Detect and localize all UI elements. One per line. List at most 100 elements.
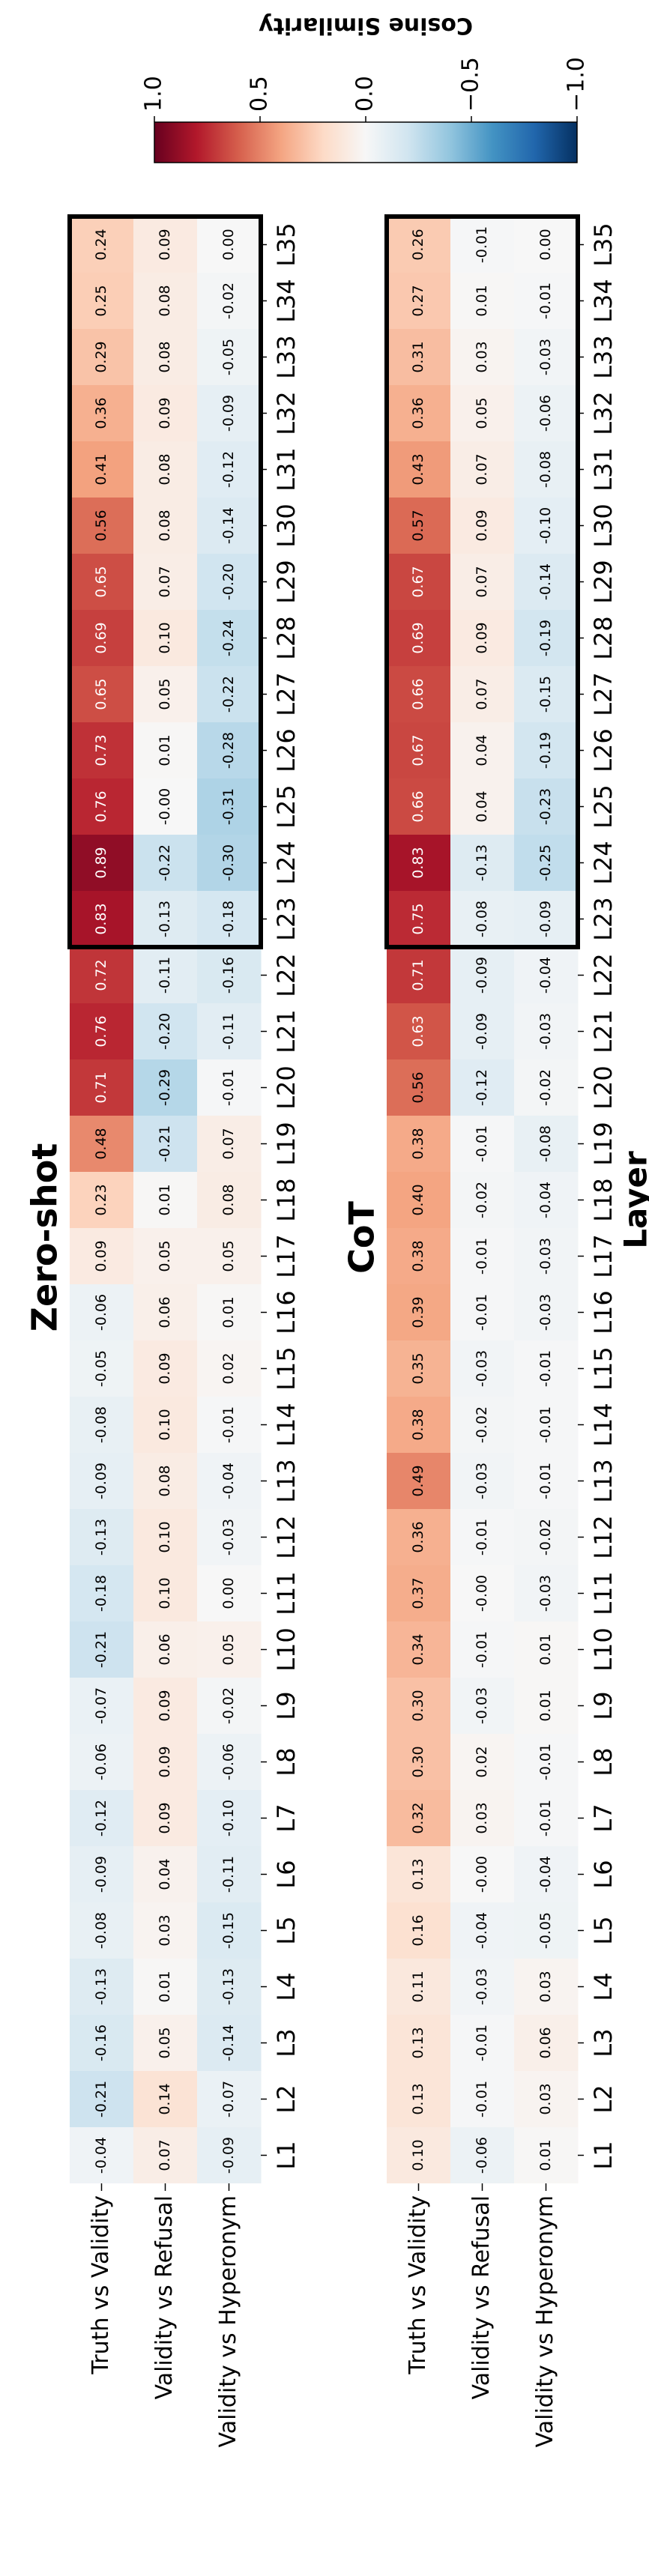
cell-label: -0.05 bbox=[93, 1350, 109, 1387]
heatmap-cell bbox=[514, 1789, 579, 1846]
cell-label: 0.07 bbox=[220, 1128, 237, 1159]
cell-label: 0.09 bbox=[474, 622, 490, 653]
cell-label: -0.01 bbox=[474, 1125, 490, 1162]
x-tick-label: L10 bbox=[589, 1627, 618, 1672]
cell-label: -0.02 bbox=[220, 282, 237, 319]
heatmap-cell bbox=[387, 1227, 451, 1284]
heatmap-cell bbox=[70, 1508, 134, 1565]
heatmap-cell bbox=[70, 1171, 134, 1228]
heatmap-cell bbox=[133, 553, 198, 610]
heatmap-cell bbox=[197, 1902, 262, 1959]
x-tick-label: L16 bbox=[272, 1290, 301, 1334]
cell-label: 0.01 bbox=[157, 734, 173, 766]
heatmap-cell bbox=[387, 1452, 451, 1509]
heatmap-cell bbox=[450, 1621, 515, 1678]
cell-label: 0.07 bbox=[157, 566, 173, 597]
cell-label: 0.25 bbox=[93, 285, 109, 316]
x-tick-label: L26 bbox=[272, 728, 301, 773]
heatmap-cell bbox=[70, 1396, 134, 1453]
heatmap-cell bbox=[133, 2126, 198, 2183]
heatmap-cell bbox=[133, 890, 198, 947]
highlight-box bbox=[67, 214, 263, 949]
cell-label: -0.00 bbox=[474, 1856, 490, 1893]
heatmap-cell bbox=[70, 2070, 134, 2127]
heatmap-cell bbox=[387, 1340, 451, 1397]
heatmap-cell bbox=[70, 1845, 134, 1902]
heatmap-cell bbox=[387, 1115, 451, 1172]
colorbar-tick-label: 1.0 bbox=[141, 76, 167, 112]
heatmap-cell bbox=[387, 1508, 451, 1565]
heatmap-cell bbox=[514, 553, 579, 610]
x-tick-label: L20 bbox=[272, 1065, 301, 1110]
row-label: Truth vs Validity bbox=[405, 2195, 431, 2375]
cell-label: -0.11 bbox=[220, 1013, 237, 1050]
heatmap-cell bbox=[197, 834, 262, 891]
cell-label: -0.15 bbox=[220, 1912, 237, 1949]
x-tick-label: L25 bbox=[272, 784, 301, 829]
cell-label: 0.40 bbox=[410, 1184, 426, 1215]
cell-label: -0.07 bbox=[220, 2081, 237, 2117]
cell-label: -0.02 bbox=[537, 1519, 554, 1555]
cell-label: -0.10 bbox=[537, 507, 554, 544]
cell-label: -0.09 bbox=[93, 1856, 109, 1893]
heatmap-cell bbox=[514, 946, 579, 1003]
colorbar-tick-label: −0.5 bbox=[458, 57, 484, 112]
row-label: Validity vs Refusal bbox=[468, 2195, 495, 2399]
heatmap-cell bbox=[70, 946, 134, 1003]
heatmap-cell bbox=[70, 2014, 134, 2071]
cell-label: -0.06 bbox=[474, 2137, 490, 2174]
x-tick-label: L3 bbox=[272, 2028, 301, 2057]
cell-label: 0.34 bbox=[410, 1633, 426, 1665]
cell-label: 0.39 bbox=[410, 1296, 426, 1328]
cell-label: -0.03 bbox=[537, 339, 554, 375]
cell-label: 0.31 bbox=[410, 341, 426, 372]
cell-label: -0.22 bbox=[220, 676, 237, 713]
cell-label: -0.04 bbox=[537, 957, 554, 994]
cell-label: -0.31 bbox=[220, 788, 237, 825]
cell-label: -0.00 bbox=[157, 788, 173, 825]
heatmap-cell bbox=[70, 665, 134, 722]
cell-label: -0.14 bbox=[537, 563, 554, 600]
cell-label: 0.36 bbox=[410, 397, 426, 429]
cell-label: -0.03 bbox=[537, 1575, 554, 1612]
x-tick-label: L28 bbox=[589, 616, 618, 660]
heatmap-cell bbox=[450, 778, 515, 835]
heatmap-cell bbox=[133, 1396, 198, 1453]
cell-label: 0.24 bbox=[93, 229, 109, 260]
heatmap-cell bbox=[70, 890, 134, 947]
cell-label: -0.03 bbox=[474, 1463, 490, 1499]
cell-label: -0.03 bbox=[474, 1350, 490, 1387]
heatmap-cell bbox=[450, 1958, 515, 2015]
x-tick-label: L9 bbox=[589, 1691, 618, 1720]
heatmap-cell bbox=[197, 1059, 262, 1116]
heatmap-cell bbox=[450, 1115, 515, 1172]
heatmap-cell bbox=[197, 441, 262, 498]
heatmap-cell bbox=[387, 890, 451, 947]
cell-label: 0.71 bbox=[93, 1071, 109, 1103]
cell-label: -0.20 bbox=[157, 1013, 173, 1050]
colorbar-tick-label: 0.0 bbox=[352, 76, 378, 112]
x-tick-label: L1 bbox=[589, 2141, 618, 2169]
cell-label: -0.01 bbox=[474, 1519, 490, 1555]
cell-label: 0.09 bbox=[157, 1352, 173, 1384]
heatmap-cell bbox=[197, 1621, 262, 1678]
cell-label: -0.18 bbox=[93, 1575, 109, 1612]
heatmap-cell bbox=[450, 1227, 515, 1284]
cell-label: 0.72 bbox=[93, 959, 109, 991]
cell-label: -0.08 bbox=[474, 901, 490, 937]
heatmap-cell bbox=[450, 2070, 515, 2127]
cell-label: 0.09 bbox=[157, 229, 173, 260]
cell-label: -0.09 bbox=[474, 1013, 490, 1050]
heatmap-cell bbox=[450, 1003, 515, 1059]
cell-label: 0.49 bbox=[410, 1465, 426, 1496]
cell-label: -0.05 bbox=[220, 339, 237, 375]
cell-label: 0.69 bbox=[410, 622, 426, 653]
heatmap-cell bbox=[387, 272, 451, 329]
cell-label: 0.03 bbox=[474, 341, 490, 372]
x-tick-label: L34 bbox=[272, 279, 301, 323]
cell-label: 0.76 bbox=[93, 790, 109, 822]
cell-label: 0.03 bbox=[474, 1802, 490, 1833]
cell-label: 0.67 bbox=[410, 566, 426, 597]
cell-label: 0.08 bbox=[220, 1184, 237, 1215]
cell-label: 0.71 bbox=[410, 959, 426, 991]
